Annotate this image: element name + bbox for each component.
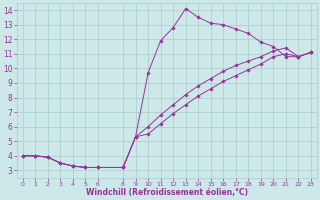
X-axis label: Windchill (Refroidissement éolien,°C): Windchill (Refroidissement éolien,°C) <box>86 188 248 197</box>
